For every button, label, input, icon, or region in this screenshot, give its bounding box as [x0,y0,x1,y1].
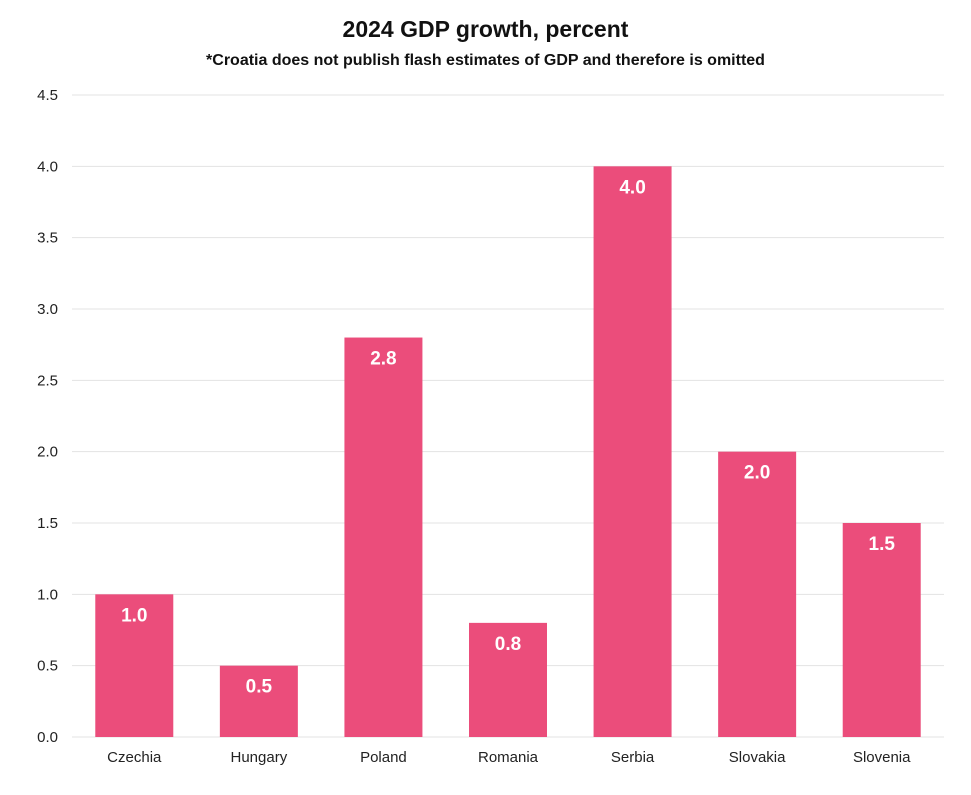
bar-poland [344,337,423,737]
x-tick-label: Czechia [107,749,162,766]
bar-slovenia [842,523,921,737]
bar-value-label: 2.8 [370,349,396,370]
bar-value-label: 1.5 [869,534,896,555]
y-tick-label: 3.5 [37,230,58,247]
bar-value-label: 4.0 [619,177,645,198]
bar-value-label: 2.0 [744,463,770,484]
x-tick-label: Serbia [611,749,655,766]
bar-hungary [219,665,298,737]
bar-value-label: 0.5 [246,677,273,698]
x-tick-label: Romania [478,749,539,766]
y-tick-label: 4.0 [37,158,58,175]
bar-slovakia [718,451,797,737]
chart-title: 2024 GDP growth, percent [342,16,629,42]
y-tick-label: 0.0 [37,729,58,746]
x-tick-label: Poland [360,749,407,766]
bar-romania [469,622,547,737]
bar-value-label: 1.0 [121,605,147,626]
x-tick-label: Slovenia [853,749,911,766]
y-tick-label: 4.5 [37,87,58,104]
bar-value-label: 0.8 [495,634,521,655]
x-tick-label: Hungary [231,749,288,766]
y-tick-label: 1.5 [37,515,58,532]
y-tick-label: 3.0 [37,301,58,318]
y-tick-label: 1.0 [37,586,58,603]
bar-czechia [95,594,174,737]
y-tick-label: 2.5 [37,372,58,389]
chart-subtitle: *Croatia does not publish flash estimate… [206,52,765,69]
x-tick-label: Slovakia [729,749,786,766]
y-tick-label: 2.0 [37,444,58,461]
y-tick-label: 0.5 [37,658,58,675]
bar-serbia [593,166,672,738]
